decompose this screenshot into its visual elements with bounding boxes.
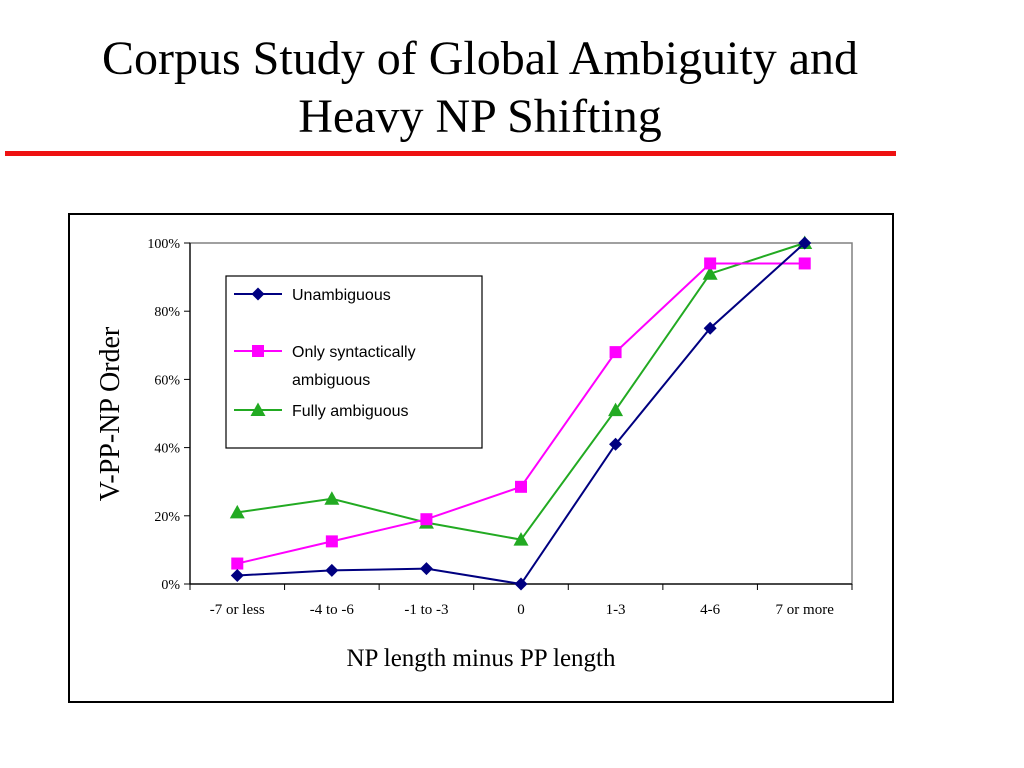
- data-point-unambiguous: [703, 321, 717, 335]
- series-unambiguous: [230, 236, 812, 591]
- x-tick-label: 7 or more: [776, 602, 835, 618]
- series-fully-ambiguous: [229, 235, 813, 546]
- slide-title: Corpus Study of Global Ambiguity and Hea…: [0, 30, 960, 146]
- x-tick-label: 1-3: [606, 602, 626, 618]
- slide-title-line-2: Heavy NP Shifting: [298, 90, 662, 143]
- data-point-unambiguous: [230, 568, 244, 582]
- x-axis-label: NP length minus PP length: [346, 645, 616, 672]
- y-tick-label: 0%: [161, 578, 180, 593]
- data-point-fully-ambiguous: [324, 491, 340, 505]
- data-point-fully-ambiguous: [608, 402, 624, 417]
- data-point-fully-ambiguous: [513, 532, 529, 546]
- y-tick-label: 20%: [154, 510, 180, 525]
- title-underline: [5, 151, 896, 156]
- x-tick-label: -4 to -6: [310, 602, 355, 618]
- data-point-fully-ambiguous: [229, 504, 245, 519]
- x-tick-label: 4-6: [700, 602, 720, 618]
- data-point-only-syntactically-ambiguous: [798, 257, 811, 270]
- data-point-unambiguous: [325, 563, 339, 577]
- y-axis-label: V-PP-NP Order: [95, 326, 126, 501]
- legend-marker: [250, 402, 266, 416]
- series-only-syntactically-ambiguous: [231, 257, 811, 570]
- legend-entry-unambiguous: Unambiguous: [234, 287, 391, 304]
- legend-entry-only-syntactically-ambiguous: Only syntactically ambiguous: [234, 344, 416, 389]
- data-point-unambiguous: [798, 236, 812, 250]
- y-tick-label: 100%: [147, 237, 180, 252]
- y-tick-label: 40%: [154, 442, 180, 457]
- data-point-fully-ambiguous: [702, 266, 718, 280]
- legend-entry-fully-ambiguous: Fully ambiguous: [234, 402, 409, 420]
- legend-label: Fully ambiguous: [292, 403, 409, 420]
- legend-label: Unambiguous: [292, 287, 391, 304]
- legend-marker: [252, 345, 264, 357]
- y-tick-label: 60%: [154, 373, 180, 388]
- x-tick-label: -1 to -3: [404, 602, 448, 618]
- data-point-only-syntactically-ambiguous: [515, 480, 527, 493]
- legend-label: ambiguous: [292, 372, 370, 389]
- y-tick-label: 80%: [154, 305, 180, 320]
- data-point-unambiguous: [514, 577, 528, 591]
- data-point-only-syntactically-ambiguous: [325, 535, 338, 548]
- data-point-only-syntactically-ambiguous: [609, 346, 622, 359]
- x-tick-label: -7 or less: [210, 602, 265, 618]
- legend-marker: [251, 287, 265, 301]
- data-point-only-syntactically-ambiguous: [704, 257, 717, 270]
- data-point-only-syntactically-ambiguous: [420, 513, 433, 526]
- x-tick-label: 0: [517, 602, 525, 618]
- data-point-only-syntactically-ambiguous: [231, 557, 244, 570]
- chart-frame: [68, 213, 894, 703]
- slide-title-line-1: Corpus Study of Global Ambiguity and: [102, 32, 858, 85]
- legend-box: [225, 275, 483, 449]
- data-point-unambiguous: [609, 437, 623, 451]
- data-point-unambiguous: [419, 562, 433, 576]
- legend-label: Only syntactically: [292, 344, 416, 361]
